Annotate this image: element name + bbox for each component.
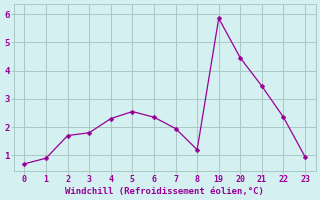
X-axis label: Windchill (Refroidissement éolien,°C): Windchill (Refroidissement éolien,°C) (65, 187, 264, 196)
